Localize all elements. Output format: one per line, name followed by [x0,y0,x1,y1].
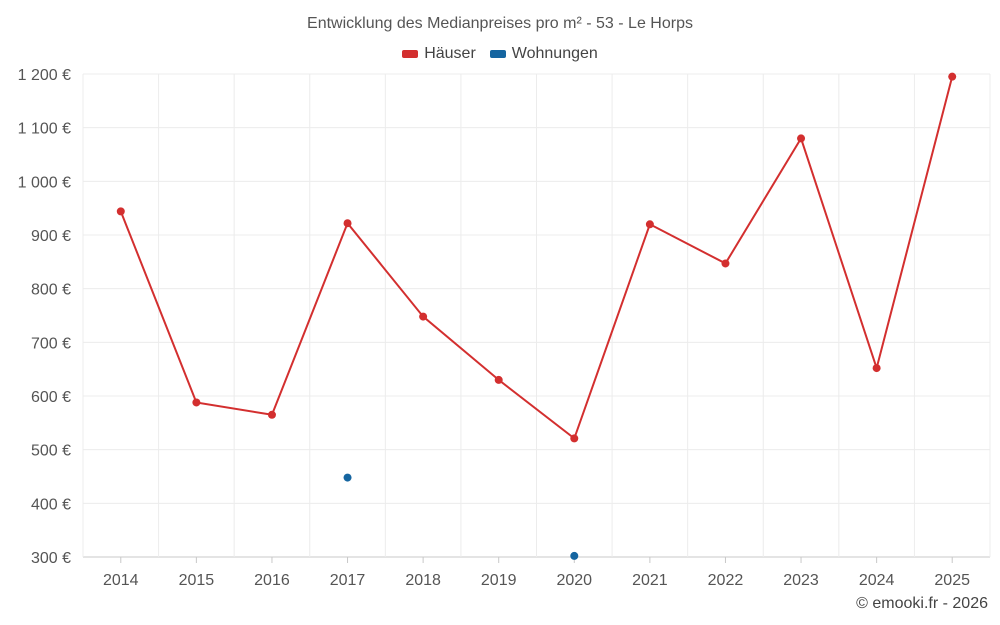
x-tick-label: 2015 [179,572,215,589]
x-tick-label: 2014 [103,572,139,589]
legend-item-haeuser[interactable]: Häuser [402,45,476,63]
x-tick-label: 2020 [556,572,592,589]
legend-label-wohnungen: Wohnungen [511,45,598,62]
x-tick-label: 2017 [330,572,366,589]
grid [82,73,991,558]
data-point-haeuser[interactable] [419,312,428,321]
x-axis: 2014 2015 2016 2017 2018 2019 2020 2021 2022 2023… [103,557,970,589]
x-tick-label: 2018 [405,572,441,589]
data-point-haeuser[interactable] [872,364,881,373]
y-tick-label: 900 € [31,228,71,245]
credit-text: © emooki.fr - 2026 [856,595,988,612]
series-layer [116,72,957,560]
data-point-haeuser[interactable] [192,398,201,407]
data-point-wohnungen[interactable] [343,473,352,482]
y-tick-label: 600 € [31,389,71,406]
y-tick-label: 700 € [31,335,71,352]
y-tick-label: 800 € [31,282,71,299]
y-tick-label: 300 € [31,550,71,567]
y-tick-label: 1 000 € [18,174,71,191]
y-tick-label: 1 200 € [18,67,71,84]
data-point-haeuser[interactable] [645,220,654,229]
legend-label-haeuser: Häuser [424,45,476,62]
data-point-haeuser[interactable] [343,219,352,228]
chart-title: Entwicklung des Medianpreises pro m² - 5… [307,15,693,32]
data-point-haeuser[interactable] [267,410,276,419]
x-tick-label: 2024 [859,572,895,589]
x-tick-label: 2016 [254,572,290,589]
data-point-haeuser[interactable] [116,207,125,216]
y-tick-label: 500 € [31,443,71,460]
x-tick-label: 2019 [481,572,517,589]
y-axis: 300 € 400 € 500 € 600 € 700 € 800 € 900 € 1 000… [18,67,71,567]
x-tick-label: 2022 [708,572,744,589]
x-tick-label: 2025 [934,572,970,589]
data-point-wohnungen[interactable] [570,551,579,560]
data-point-haeuser[interactable] [721,259,730,268]
y-tick-label: 1 100 € [18,121,71,138]
series-line-haeuser [119,76,954,441]
data-point-haeuser[interactable] [570,434,579,443]
x-tick-label: 2021 [632,572,668,589]
y-tick-label: 400 € [31,496,71,513]
data-point-haeuser[interactable] [948,72,957,81]
legend-swatch-haeuser [402,50,419,58]
legend-item-wohnungen[interactable]: Wohnungen [489,45,598,63]
legend-swatch-wohnungen [489,50,506,58]
legend: Häuser Wohnungen [0,45,1000,63]
data-point-haeuser[interactable] [494,375,503,384]
x-tick-label: 2023 [783,572,819,589]
data-point-haeuser[interactable] [797,134,806,143]
